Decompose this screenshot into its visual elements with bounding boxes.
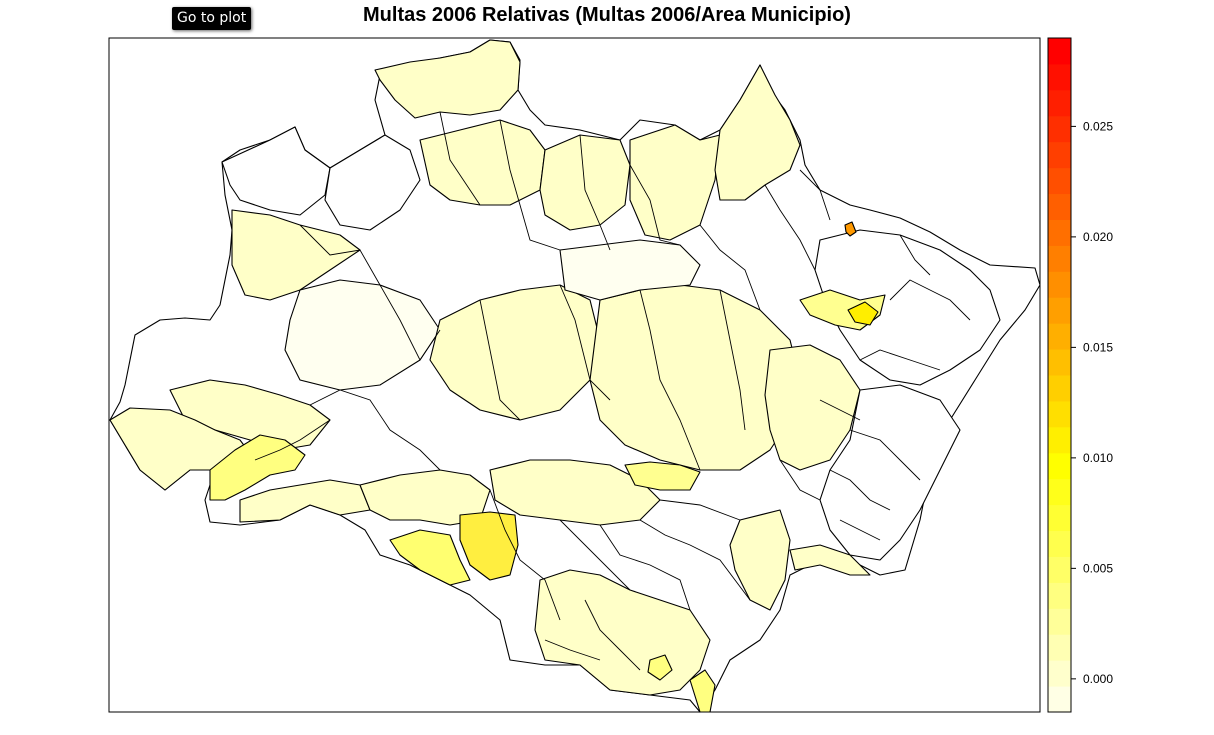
region-mato-grosso-band [624, 461, 701, 491]
color-key-swatch [1048, 660, 1071, 687]
region-tocantins [764, 344, 861, 471]
region-roraima-mid [324, 134, 421, 231]
color-key-tick-label: 0.020 [1083, 230, 1113, 244]
color-key-swatch [1048, 115, 1071, 143]
color-key-tick-label: 0.000 [1083, 672, 1113, 686]
region-amapa-north [374, 39, 521, 119]
region-southwest-yellow [647, 654, 673, 681]
color-key-swatch [1048, 426, 1071, 454]
color-key-frame [1047, 37, 1072, 713]
color-key-tick-label: 0.025 [1083, 119, 1113, 133]
go-to-plot-button[interactable]: Go to plot [172, 7, 252, 30]
color-key-swatch [1048, 193, 1071, 220]
color-key-tick-label: 0.005 [1083, 561, 1113, 575]
region-maranhao-bright [847, 301, 879, 326]
region-goias-west [729, 509, 791, 611]
color-key-swatch [1048, 38, 1071, 65]
region-mato-grosso-north [489, 459, 661, 526]
color-key-swatch [1048, 634, 1071, 661]
color-key-swatch [1048, 89, 1071, 117]
color-key-swatch [1048, 141, 1071, 169]
plot-title: Multas 2006 Relativas (Multas 2006/Area … [363, 4, 851, 26]
region-amazonas-central [284, 279, 441, 391]
color-key-swatch [1048, 375, 1071, 402]
color-key-swatch [1048, 63, 1071, 91]
region-amazonas-west [231, 209, 361, 301]
color-key-swatch [1048, 349, 1071, 376]
color-key-swatch [1048, 245, 1071, 272]
color-key-swatch [1048, 582, 1071, 609]
region-maranhao-orange [844, 221, 857, 237]
color-key-tick-label: 0.010 [1083, 451, 1113, 465]
color-key-swatch [1048, 608, 1071, 635]
color-key-swatch [1048, 297, 1071, 324]
color-key-swatch [1048, 167, 1071, 195]
color-key-swatch [1048, 271, 1071, 298]
region-east-white [819, 384, 961, 561]
municipality-boundaries [254, 111, 971, 671]
region-para-coast [714, 64, 801, 201]
region-acre-yellow [209, 434, 306, 501]
color-key [1048, 38, 1071, 713]
region-roraima-west [221, 126, 331, 216]
color-key-swatch [1048, 556, 1071, 583]
color-key-ticks: 0.000 0.005 0.010 0.015 0.020 0.025 [1071, 119, 1113, 686]
region-northcentral-2 [539, 134, 631, 231]
map-panel-frame [108, 37, 1041, 713]
region-rondonia-yellow-2 [389, 529, 471, 586]
color-key-swatch [1048, 504, 1071, 532]
region-east-yellow [789, 544, 871, 576]
municipality-map [109, 39, 1041, 713]
color-key-swatch [1048, 400, 1071, 428]
color-key-swatch [1048, 478, 1071, 506]
color-key-tick-label: 0.015 [1083, 340, 1113, 354]
region-south-tip-yellow [689, 669, 716, 713]
region-para-mid [559, 239, 701, 301]
color-key-swatch [1048, 219, 1071, 246]
color-key-swatch [1048, 686, 1071, 713]
color-key-swatch [1048, 452, 1071, 480]
color-key-swatch [1048, 530, 1071, 557]
color-key-swatch [1048, 323, 1071, 350]
